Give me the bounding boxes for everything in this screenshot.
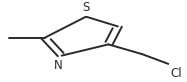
Text: Cl: Cl	[170, 67, 182, 80]
Text: S: S	[82, 1, 90, 14]
Text: N: N	[54, 59, 62, 72]
